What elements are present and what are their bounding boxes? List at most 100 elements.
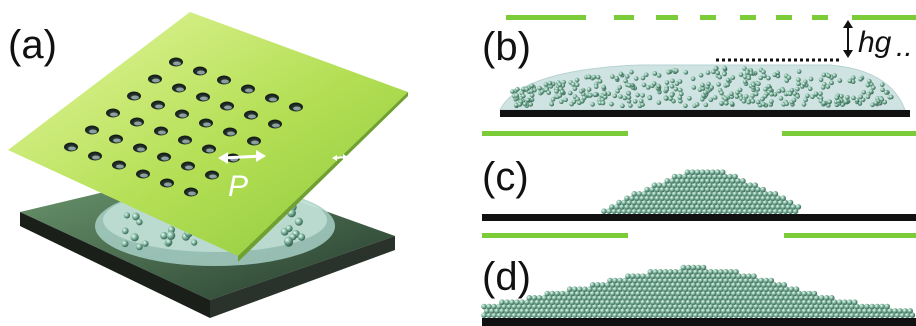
particle: [733, 286, 739, 292]
particle: [704, 204, 711, 210]
plate-segment: [852, 15, 916, 20]
particle: [620, 290, 626, 297]
particle: [702, 312, 709, 319]
particle: [652, 295, 659, 301]
particle: [747, 199, 753, 206]
particle: [597, 312, 603, 319]
particle: [602, 286, 608, 292]
particle: [574, 290, 581, 297]
particle: [742, 191, 748, 197]
particle: [792, 91, 798, 96]
hole-reflection: [272, 123, 280, 128]
particle: [563, 97, 568, 103]
particle: [630, 308, 636, 314]
particle: [803, 295, 810, 301]
particle: [285, 224, 293, 232]
particle: [671, 199, 678, 206]
particle: [756, 81, 761, 87]
particle: [723, 96, 728, 101]
particle: [745, 186, 751, 193]
particle: [655, 299, 661, 305]
particle: [515, 86, 520, 92]
particle: [796, 69, 802, 74]
particle: [665, 290, 672, 297]
particle: [753, 286, 759, 292]
particle: [677, 95, 683, 100]
particle: [647, 312, 654, 319]
particle: [665, 282, 672, 288]
particle: [615, 282, 621, 288]
particle: [691, 85, 697, 90]
particle: [879, 303, 885, 310]
particle: [638, 98, 644, 104]
particle: [632, 303, 638, 310]
particle: [722, 65, 728, 71]
particle: [787, 199, 794, 206]
particle: [549, 290, 556, 297]
particle: [681, 208, 688, 214]
particle: [584, 308, 591, 314]
particle: [803, 303, 810, 310]
particle: [728, 295, 734, 301]
particle: [626, 95, 632, 100]
particle: [872, 308, 878, 314]
particle: [660, 282, 666, 288]
particle: [753, 295, 759, 301]
particle: [720, 299, 727, 305]
particle: [843, 99, 849, 104]
particle: [762, 93, 768, 99]
gap-label: hg: [858, 26, 892, 59]
hole-reflection: [110, 112, 118, 117]
particle: [738, 312, 744, 319]
particle: [767, 199, 774, 206]
particle: [909, 312, 916, 319]
particle: [856, 308, 863, 314]
plate-left-c: [482, 131, 628, 136]
particle: [740, 204, 746, 210]
particle: [677, 87, 683, 93]
particle: [716, 82, 721, 87]
particle: [702, 208, 708, 214]
particle: [657, 295, 664, 301]
panel-label-a: (a): [8, 23, 57, 67]
particle: [859, 303, 865, 310]
particle: [664, 87, 669, 92]
particle: [884, 303, 890, 310]
particle: [732, 173, 738, 180]
particle: [524, 308, 530, 314]
plate-right-d: [784, 233, 916, 238]
hole-reflection: [152, 78, 160, 83]
particle: [783, 312, 790, 319]
particle: [821, 299, 828, 305]
particle: [714, 169, 721, 175]
particle: [718, 303, 724, 310]
particle: [297, 233, 306, 241]
particle: [694, 186, 701, 193]
particle: [728, 277, 734, 284]
particle: [907, 308, 913, 314]
particle: [571, 303, 578, 310]
particle: [718, 269, 724, 275]
particle: [522, 101, 528, 107]
particle: [645, 282, 651, 288]
pitch-arrow: [218, 150, 266, 164]
particle: [672, 295, 679, 301]
particle: [681, 191, 688, 197]
particle: [787, 91, 793, 97]
particle: [730, 290, 737, 297]
particle: [561, 303, 568, 310]
particle: [696, 199, 703, 206]
particle: [801, 299, 808, 305]
particle: [733, 295, 739, 301]
particle: [708, 269, 714, 275]
particle: [499, 308, 505, 314]
particle: [880, 87, 885, 93]
particle: [736, 290, 742, 297]
particle: [546, 312, 553, 319]
particle: [769, 99, 774, 104]
particle: [595, 74, 601, 80]
particle: [846, 308, 853, 314]
particle: [142, 240, 149, 247]
particle: [712, 182, 718, 188]
particle: [808, 295, 815, 301]
